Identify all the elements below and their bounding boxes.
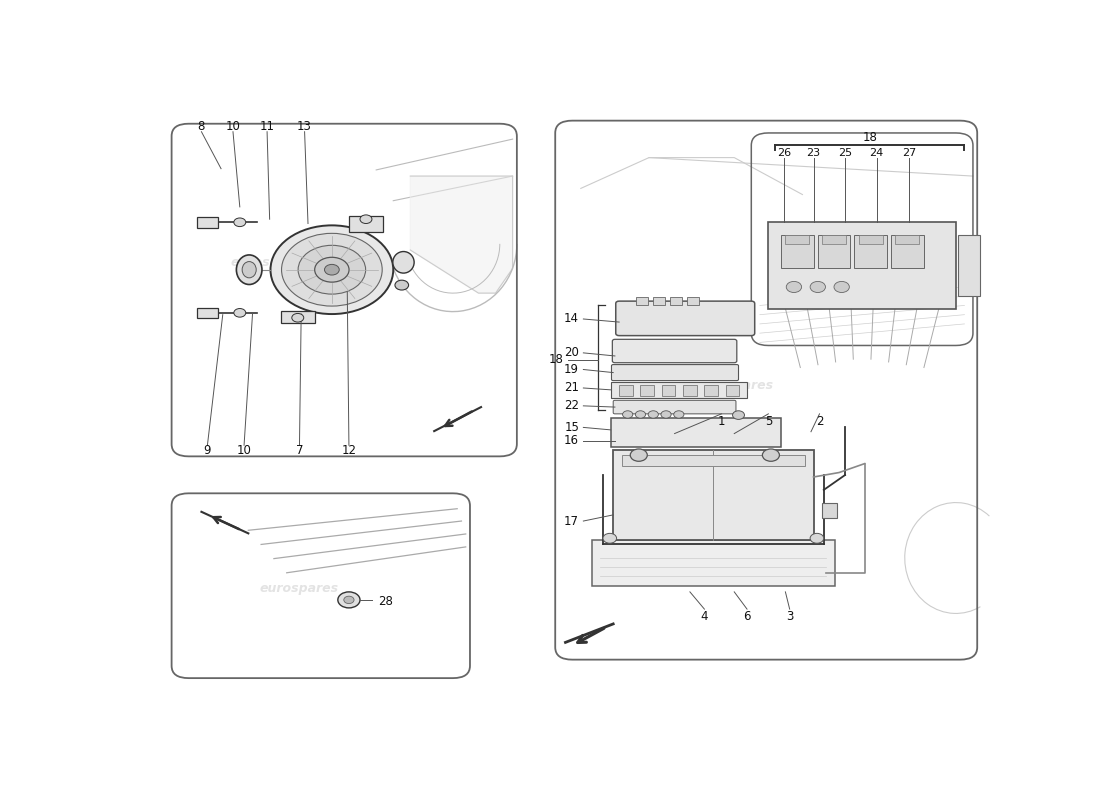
Bar xyxy=(958,234,980,296)
Circle shape xyxy=(395,280,408,290)
Bar xyxy=(640,385,654,396)
Text: 14: 14 xyxy=(564,313,579,326)
Text: 23: 23 xyxy=(806,148,821,158)
Text: 21: 21 xyxy=(564,382,579,394)
Circle shape xyxy=(603,534,617,543)
Circle shape xyxy=(298,246,365,294)
Text: 3: 3 xyxy=(786,610,793,623)
Bar xyxy=(670,298,682,305)
Circle shape xyxy=(762,449,780,462)
Text: 22: 22 xyxy=(564,399,579,412)
Text: 13: 13 xyxy=(297,120,312,134)
Bar xyxy=(613,450,814,539)
Bar xyxy=(197,308,218,318)
Bar xyxy=(688,298,700,305)
Text: 18: 18 xyxy=(549,353,563,366)
Bar xyxy=(662,385,675,396)
Circle shape xyxy=(834,282,849,293)
Bar xyxy=(726,385,739,396)
Circle shape xyxy=(673,410,684,418)
Circle shape xyxy=(234,309,245,317)
Text: 10: 10 xyxy=(226,120,241,134)
Bar xyxy=(895,234,920,244)
Circle shape xyxy=(292,314,304,322)
Bar xyxy=(785,234,810,244)
Bar xyxy=(817,234,850,269)
Bar xyxy=(349,216,383,231)
Bar xyxy=(653,298,666,305)
Text: 19: 19 xyxy=(564,363,579,376)
Circle shape xyxy=(315,258,349,282)
Text: 10: 10 xyxy=(236,444,252,457)
Text: 27: 27 xyxy=(902,148,916,158)
Bar xyxy=(621,454,805,466)
Text: eurospares: eurospares xyxy=(260,582,339,595)
Circle shape xyxy=(324,264,339,275)
Bar xyxy=(859,234,882,244)
Text: 15: 15 xyxy=(564,421,579,434)
Text: 18: 18 xyxy=(862,131,877,144)
Text: 4: 4 xyxy=(701,610,708,623)
Bar xyxy=(610,382,747,398)
Text: eurospares: eurospares xyxy=(230,256,309,269)
Text: 9: 9 xyxy=(204,444,211,457)
Polygon shape xyxy=(410,176,513,293)
Text: eurospares: eurospares xyxy=(686,514,766,527)
FancyBboxPatch shape xyxy=(616,301,755,336)
Circle shape xyxy=(338,592,360,608)
Bar xyxy=(592,539,835,586)
Text: eurospares: eurospares xyxy=(695,379,773,392)
Bar xyxy=(197,217,218,228)
Bar xyxy=(280,311,315,323)
Circle shape xyxy=(282,234,382,306)
Ellipse shape xyxy=(393,251,414,273)
Bar xyxy=(704,385,718,396)
FancyBboxPatch shape xyxy=(612,365,738,381)
Text: 24: 24 xyxy=(869,148,883,158)
Bar xyxy=(822,502,837,518)
Text: 7: 7 xyxy=(296,444,304,457)
Circle shape xyxy=(271,226,394,314)
Circle shape xyxy=(733,410,745,419)
Bar xyxy=(636,298,648,305)
Circle shape xyxy=(630,449,647,462)
Bar xyxy=(768,222,956,309)
Text: 26: 26 xyxy=(777,148,791,158)
Text: 6: 6 xyxy=(744,610,751,623)
Text: 12: 12 xyxy=(341,444,356,457)
FancyBboxPatch shape xyxy=(613,339,737,362)
Circle shape xyxy=(344,596,354,603)
Text: 25: 25 xyxy=(838,148,853,158)
Ellipse shape xyxy=(236,255,262,285)
Circle shape xyxy=(648,410,659,418)
Text: 2: 2 xyxy=(816,414,823,428)
Text: 5: 5 xyxy=(764,414,772,428)
Circle shape xyxy=(810,282,825,293)
Bar xyxy=(855,234,887,269)
Circle shape xyxy=(360,215,372,223)
Circle shape xyxy=(810,534,824,543)
FancyBboxPatch shape xyxy=(613,400,736,414)
Bar xyxy=(822,234,846,244)
Bar xyxy=(683,385,696,396)
Text: 1: 1 xyxy=(717,414,725,428)
Text: 20: 20 xyxy=(564,346,579,359)
Text: 8: 8 xyxy=(198,120,205,134)
Text: 11: 11 xyxy=(260,120,275,134)
Bar xyxy=(781,234,814,269)
Text: 16: 16 xyxy=(564,434,579,447)
Circle shape xyxy=(636,410,646,418)
Circle shape xyxy=(661,410,671,418)
Ellipse shape xyxy=(242,262,256,278)
Text: 17: 17 xyxy=(564,514,579,527)
Bar xyxy=(619,385,632,396)
Circle shape xyxy=(786,282,802,293)
Text: 28: 28 xyxy=(378,594,393,608)
Circle shape xyxy=(234,218,245,226)
Bar xyxy=(610,418,781,447)
Text: eurospares: eurospares xyxy=(827,239,898,249)
Bar xyxy=(891,234,924,269)
Circle shape xyxy=(623,410,632,418)
